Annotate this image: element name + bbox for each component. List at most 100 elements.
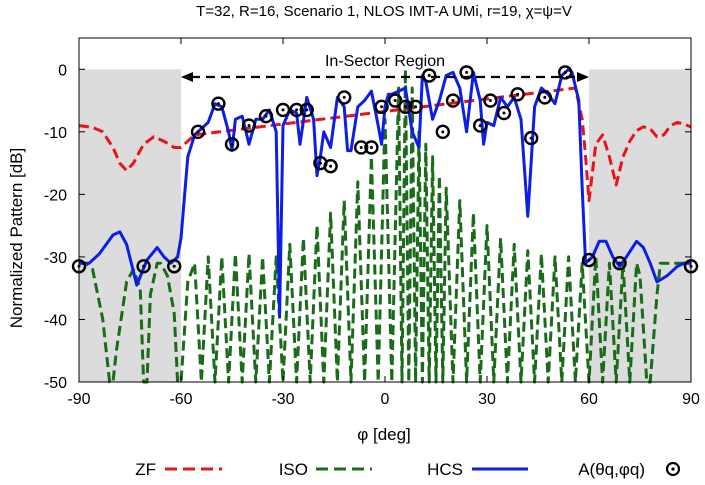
sample-marker bbox=[241, 118, 257, 133]
sample-marker bbox=[408, 99, 423, 115]
y-tick-label: -40 bbox=[44, 312, 67, 329]
in-sector-label: In-Sector Region bbox=[325, 53, 445, 70]
sample-marker-dot bbox=[587, 258, 591, 262]
sample-marker bbox=[581, 252, 597, 268]
x-tick-label: 0 bbox=[381, 391, 390, 408]
sample-marker bbox=[388, 93, 403, 108]
x-tick-label: 30 bbox=[478, 391, 496, 408]
sample-marker bbox=[190, 124, 206, 140]
sample-marker bbox=[166, 259, 182, 274]
shaded-region-1 bbox=[589, 69, 691, 382]
sample-marker-dot bbox=[216, 102, 220, 106]
series-line-hcs bbox=[79, 67, 691, 318]
sample-marker-dot bbox=[529, 136, 533, 140]
sample-marker bbox=[224, 137, 240, 152]
x-tick-label: -30 bbox=[271, 391, 294, 408]
sample-marker-dot bbox=[295, 108, 299, 112]
marker-layer bbox=[71, 65, 699, 274]
sample-marker bbox=[364, 140, 379, 155]
axis-ticks: -90 -60 -30 0 30 60 90 0 -10 -20 -30 -40 -50 bbox=[44, 38, 700, 408]
legend-marker-text: A(θq,φq) bbox=[578, 460, 645, 479]
sample-marker bbox=[275, 102, 291, 118]
sample-marker-dot bbox=[359, 145, 363, 149]
x-tick-label: -60 bbox=[169, 391, 192, 408]
sample-marker-dot bbox=[196, 130, 200, 134]
sample-marker-dot bbox=[305, 108, 309, 112]
y-axis-label: Normalized Pattern [dB] bbox=[7, 148, 26, 328]
sample-marker-dot bbox=[488, 99, 492, 103]
sample-marker-dot bbox=[172, 264, 176, 268]
legend: ZF ISO HCS A(θq,φq) bbox=[135, 460, 681, 479]
y-tick-label: -50 bbox=[44, 375, 67, 392]
sample-marker bbox=[473, 118, 488, 133]
legend-label-zf: ZF bbox=[135, 460, 156, 479]
legend-label-hcs: HCS bbox=[427, 460, 463, 479]
sample-marker-dot bbox=[264, 114, 268, 118]
sample-marker-dot bbox=[393, 99, 397, 103]
sample-marker-dot bbox=[543, 95, 547, 99]
sample-marker-dot bbox=[618, 261, 622, 265]
sample-marker-dot bbox=[403, 105, 407, 109]
sample-marker bbox=[422, 68, 437, 83]
sample-marker bbox=[354, 140, 369, 155]
sample-marker-dot bbox=[318, 161, 322, 165]
x-tick-label: 90 bbox=[682, 391, 700, 408]
sample-marker bbox=[459, 65, 474, 80]
sample-marker bbox=[496, 105, 512, 121]
x-tick-label: 60 bbox=[580, 391, 598, 408]
sample-marker-dot bbox=[516, 92, 520, 96]
series-layer bbox=[78, 67, 692, 384]
legend-marker-circle bbox=[665, 461, 681, 477]
sample-marker bbox=[510, 87, 525, 102]
sample-marker bbox=[211, 96, 226, 111]
y-tick-label: -30 bbox=[44, 250, 67, 267]
chart-title: T=32, R=16, Scenario 1, NLOS IMT-A UMi, … bbox=[196, 3, 572, 20]
sample-marker bbox=[289, 102, 304, 118]
shaded-region-0 bbox=[79, 69, 181, 382]
sample-marker bbox=[445, 93, 461, 108]
sample-marker-dot bbox=[478, 124, 482, 128]
x-axis-label: φ [deg] bbox=[357, 425, 411, 444]
sample-marker bbox=[537, 90, 552, 105]
sample-marker bbox=[337, 90, 352, 105]
sample-marker-dot bbox=[441, 130, 445, 134]
sample-marker bbox=[374, 99, 389, 115]
sample-marker bbox=[299, 102, 314, 118]
sample-marker-dot bbox=[380, 105, 384, 109]
sample-marker bbox=[612, 255, 627, 271]
sample-marker-dot bbox=[142, 264, 146, 268]
sample-marker-dot bbox=[451, 99, 455, 103]
sample-marker-dot bbox=[329, 164, 333, 168]
in-sector-annotation: In-Sector Region bbox=[181, 53, 589, 82]
y-tick-label: 0 bbox=[58, 62, 67, 79]
shaded-regions bbox=[79, 69, 691, 382]
sample-marker bbox=[258, 108, 274, 124]
sample-marker bbox=[483, 93, 498, 108]
arrow-head-right bbox=[577, 72, 589, 82]
sample-marker-dot bbox=[427, 74, 431, 78]
sample-marker-dot bbox=[342, 95, 346, 99]
sample-marker-dot bbox=[563, 70, 567, 74]
y-tick-label: -20 bbox=[44, 187, 67, 204]
x-tick-label: -90 bbox=[67, 391, 90, 408]
series-line-iso bbox=[79, 67, 691, 384]
sample-marker bbox=[435, 124, 450, 140]
sample-marker-dot bbox=[502, 111, 506, 115]
sample-marker-dot bbox=[369, 145, 373, 149]
arrow-head-left bbox=[181, 72, 193, 82]
legend-label-iso: ISO bbox=[279, 460, 308, 479]
y-tick-label: -10 bbox=[44, 125, 67, 142]
sample-marker-dot bbox=[230, 142, 234, 146]
sample-marker bbox=[323, 159, 338, 174]
series-line-zf bbox=[78, 86, 692, 203]
legend-marker-dot bbox=[671, 467, 675, 471]
sample-marker bbox=[558, 65, 573, 80]
sample-marker-dot bbox=[247, 124, 251, 128]
sample-marker-dot bbox=[465, 70, 469, 74]
sample-marker bbox=[398, 99, 413, 115]
legend-label-marker: A(θq,φq) bbox=[578, 460, 645, 479]
sample-marker bbox=[524, 130, 539, 146]
sample-marker bbox=[136, 259, 151, 274]
sample-marker-dot bbox=[414, 105, 418, 109]
sample-marker-dot bbox=[281, 108, 285, 112]
